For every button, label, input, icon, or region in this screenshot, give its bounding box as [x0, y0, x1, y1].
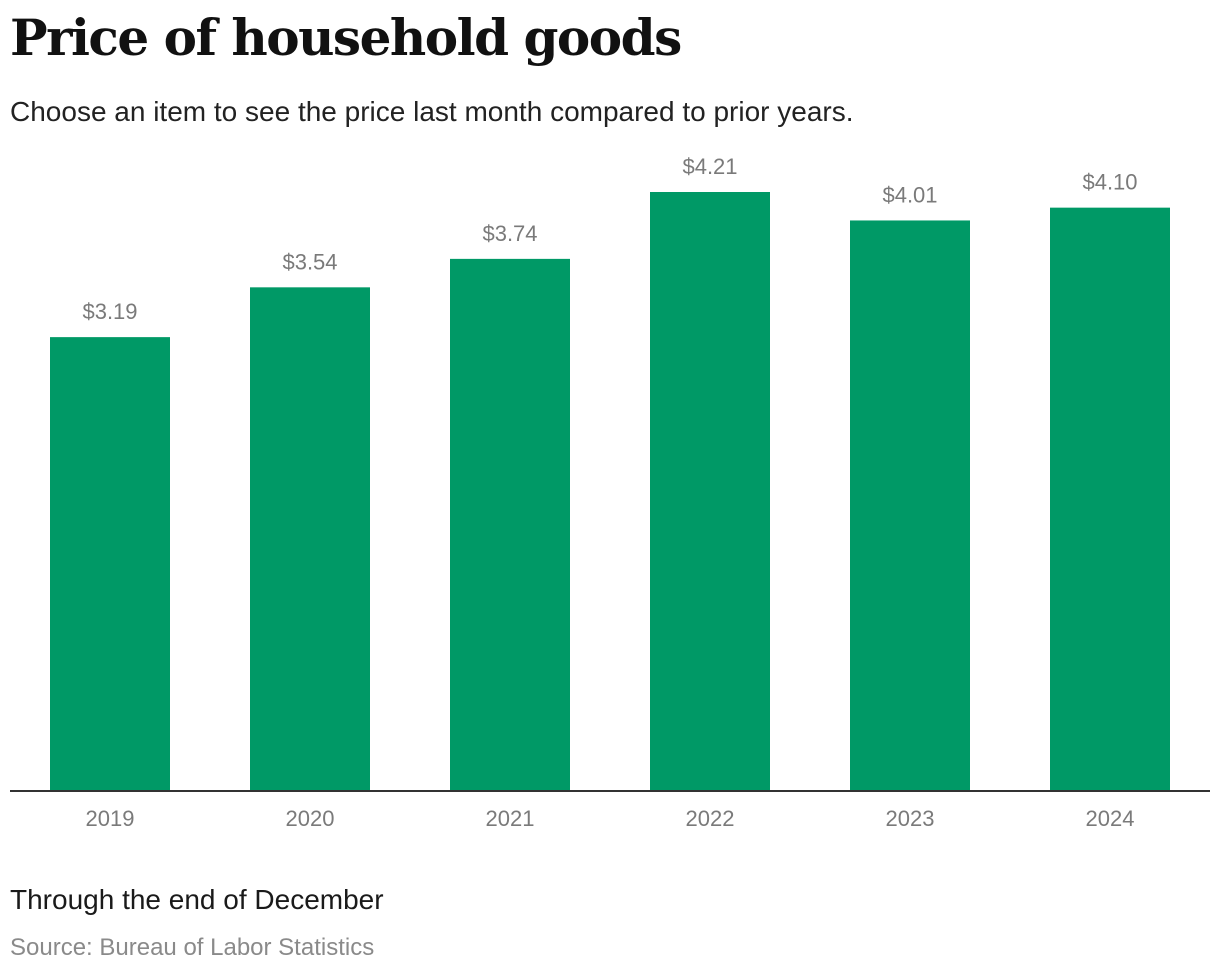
x-tick-label-2020: 2020 — [286, 806, 335, 831]
data-label-2024: $4.10 — [1082, 170, 1137, 195]
x-tick-label-2022: 2022 — [686, 806, 735, 831]
data-label-2019: $3.19 — [82, 299, 137, 324]
x-tick-label-2021: 2021 — [486, 806, 535, 831]
bar-2021 — [450, 258, 570, 792]
data-label-2021: $3.74 — [482, 221, 537, 246]
bar-2024 — [1050, 207, 1170, 792]
data-label-2020: $3.54 — [282, 249, 337, 274]
bar-2022 — [650, 192, 770, 791]
data-label-2023: $4.01 — [882, 182, 937, 207]
bar-chart: $3.19 2019 $3.54 2020 $3.74 2021 $4.21 2022 $4.0… — [10, 154, 1210, 831]
x-tick-label-2023: 2023 — [886, 806, 935, 831]
chart-title: Price of household goods — [10, 8, 682, 67]
x-tick-label-2024: 2024 — [1086, 806, 1135, 831]
x-tick-label-2019: 2019 — [86, 806, 135, 831]
bar-2019 — [50, 337, 170, 791]
chart-note: Through the end of December — [10, 884, 384, 915]
bar-2020 — [250, 287, 370, 791]
chart-source: Source: Bureau of Labor Statistics — [10, 934, 375, 961]
chart-subtitle: Choose an item to see the price last mon… — [10, 96, 854, 127]
bar-2023 — [850, 220, 970, 791]
data-label-2022: $4.21 — [682, 154, 737, 179]
